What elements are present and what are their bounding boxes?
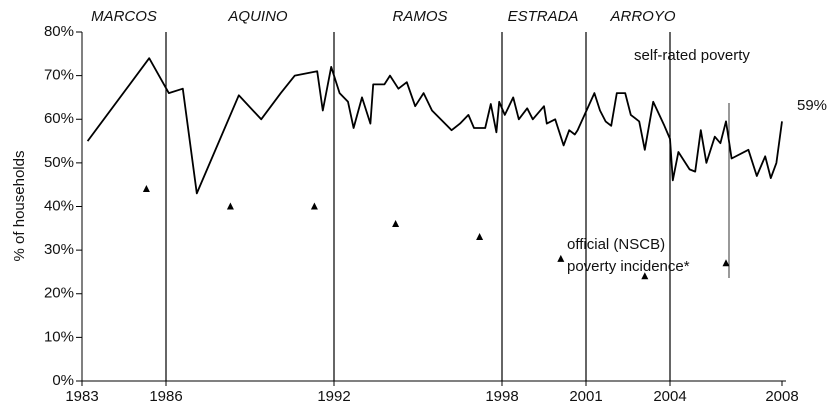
triangle-marker [310, 202, 318, 210]
y-tick-label: 80% [44, 23, 74, 40]
y-tick-label: 70% [44, 67, 74, 84]
y-tick-label: 20% [44, 285, 74, 302]
y-tick-label: 50% [44, 154, 74, 171]
triangle-marker [392, 219, 400, 227]
triangle-marker [226, 202, 234, 210]
x-tick-label: 2001 [569, 388, 602, 405]
x-tick-label: 1998 [485, 388, 518, 405]
era-label: MARCOS [91, 8, 157, 25]
era-label: ARROYO [609, 8, 675, 25]
annotation: self-rated poverty [634, 47, 750, 64]
x-tick-label: 2004 [653, 388, 686, 405]
triangle-marker [722, 259, 730, 267]
y-tick-label: 30% [44, 241, 74, 258]
x-tick-label: 2008 [765, 388, 798, 405]
triangle-marker [557, 254, 565, 262]
y-tick-label: 10% [44, 328, 74, 345]
y-tick-label: 40% [44, 197, 74, 214]
y-tick-label: 60% [44, 110, 74, 127]
x-tick-label: 1992 [317, 388, 350, 405]
era-label: AQUINO [227, 8, 288, 25]
triangle-marker [142, 185, 150, 193]
annotation: poverty incidence* [567, 258, 690, 275]
annotation: official (NSCB) [567, 236, 665, 253]
y-axis-label: % of households [11, 151, 28, 262]
x-tick-label: 1986 [149, 388, 182, 405]
line-series [86, 57, 783, 195]
era-label: RAMOS [392, 8, 447, 25]
era-label: ESTRADA [508, 8, 579, 25]
triangle-marker [476, 233, 484, 241]
y-tick-label: 0% [52, 372, 74, 389]
triangle-marker [641, 272, 649, 280]
x-tick-label: 1983 [65, 388, 98, 405]
end-label: 59% [797, 97, 827, 114]
